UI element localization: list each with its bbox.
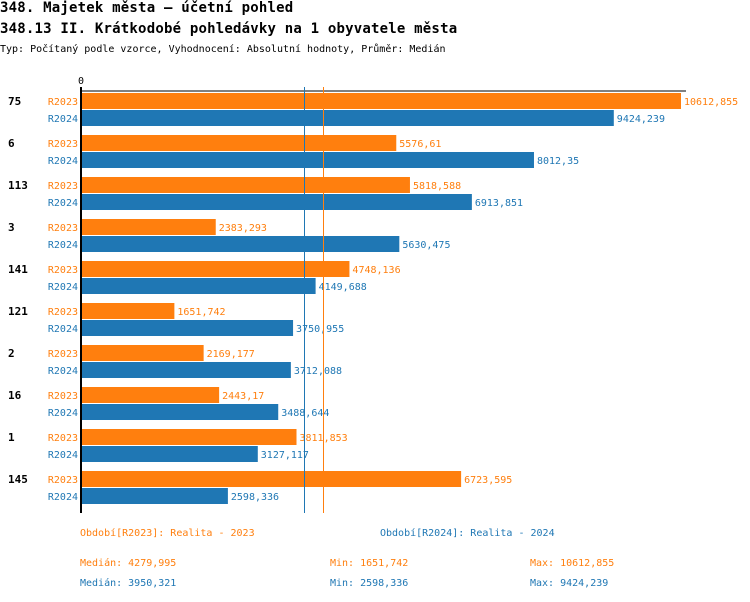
series-label: R2024: [48, 282, 78, 293]
category-label: 6: [8, 137, 15, 150]
bar-r2024: [81, 362, 291, 378]
value-label: 9424,239: [617, 114, 665, 125]
category-label: 141: [8, 263, 28, 276]
series-label: R2024: [48, 366, 78, 377]
series-label: R2023: [48, 139, 78, 150]
value-label: 2443,17: [222, 391, 264, 402]
value-label: 3127,117: [261, 450, 309, 461]
stat-median-r2023: Medián: 4279,995: [80, 558, 177, 569]
series-label: R2024: [48, 408, 78, 419]
bar-r2024: [81, 110, 614, 126]
series-label: R2023: [48, 433, 78, 444]
value-label: 5630,475: [402, 240, 450, 251]
category-label: 75: [8, 95, 21, 108]
category-label: 3: [8, 221, 15, 234]
value-label: 6913,851: [475, 198, 523, 209]
bar-r2023: [81, 303, 175, 319]
value-label: 8012,35: [537, 156, 579, 167]
chart-subtitle: 348.13 II. Krátkodobé pohledávky na 1 ob…: [0, 21, 458, 37]
bar-r2024: [81, 488, 228, 504]
bar-r2023: [81, 177, 410, 193]
page-title: 348. Majetek města – účetní pohled: [0, 0, 294, 16]
series-label: R2023: [48, 223, 78, 234]
series-label: R2024: [48, 492, 78, 503]
series-label: R2023: [48, 181, 78, 192]
series-label: R2023: [48, 475, 78, 486]
bar-r2024: [81, 446, 258, 462]
bar-r2023: [81, 261, 350, 277]
bar-r2023: [81, 219, 216, 235]
bar-r2023: [81, 135, 397, 151]
stat-max-r2024: Max: 9424,239: [530, 578, 609, 589]
legend-r2024: Období[R2024]: Realita - 2024: [380, 528, 555, 539]
series-label: R2023: [48, 265, 78, 276]
value-label: 6723,595: [464, 475, 512, 486]
bar-r2024: [81, 404, 279, 420]
bar-r2024: [81, 278, 316, 294]
bar-r2023: [81, 387, 220, 403]
category-label: 2: [8, 347, 15, 360]
stat-median-r2024: Medián: 3950,321: [80, 578, 177, 589]
series-label: R2023: [48, 307, 78, 318]
x-tick-label: 0: [78, 76, 84, 87]
bar-r2024: [81, 194, 472, 210]
category-label: 16: [8, 389, 22, 402]
value-label: 10612,855: [684, 97, 738, 108]
series-label: R2024: [48, 324, 78, 335]
value-label: 4748,136: [352, 265, 400, 276]
series-label: R2024: [48, 114, 78, 125]
series-label: R2023: [48, 349, 78, 360]
series-label: R2023: [48, 391, 78, 402]
value-label: 2598,336: [231, 492, 279, 503]
value-label: 2383,293: [219, 223, 267, 234]
series-label: R2024: [48, 240, 78, 251]
category-label: 113: [8, 179, 28, 192]
bar-r2023: [81, 345, 204, 361]
value-label: 3750,955: [296, 324, 344, 335]
value-label: 2169,177: [207, 349, 255, 360]
series-label: R2024: [48, 198, 78, 209]
bar-r2024: [81, 152, 534, 168]
chart-description: Typ: Počítaný podle vzorce, Vyhodnocení:…: [0, 44, 446, 55]
series-label: R2024: [48, 156, 78, 167]
legend-r2023: Období[R2023]: Realita - 2023: [80, 528, 255, 539]
value-label: 3488,644: [281, 408, 329, 419]
category-label: 121: [8, 305, 28, 318]
series-label: R2024: [48, 450, 78, 461]
stat-min-r2023: Min: 1651,742: [330, 558, 409, 569]
bar-r2023: [81, 429, 297, 445]
stat-max-r2023: Max: 10612,855: [530, 558, 615, 569]
value-label: 1651,742: [177, 307, 225, 318]
bar-r2023: [81, 93, 681, 109]
category-label: 145: [8, 473, 28, 486]
value-label: 4149,688: [319, 282, 367, 293]
stat-min-r2024: Min: 2598,336: [330, 578, 409, 589]
value-label: 3712,088: [294, 366, 342, 377]
value-label: 5576,61: [399, 139, 441, 150]
bar-r2024: [81, 320, 294, 336]
series-label: R2023: [48, 97, 78, 108]
category-label: 1: [8, 431, 15, 444]
value-label: 5818,588: [413, 181, 461, 192]
bar-r2023: [81, 471, 462, 487]
bar-r2024: [81, 236, 400, 252]
